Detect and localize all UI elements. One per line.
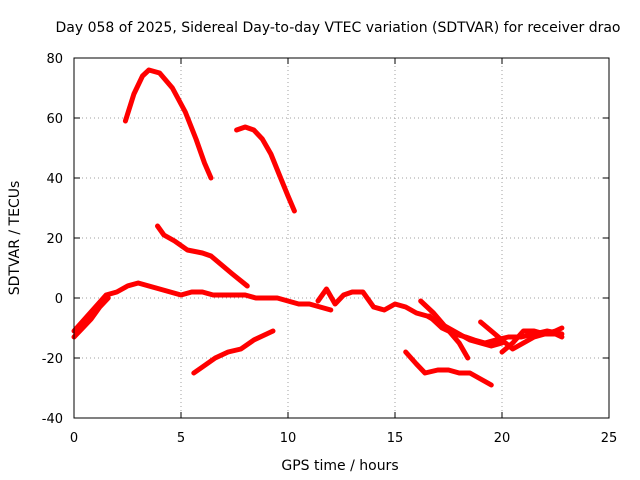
y-tick-label: -40 — [42, 412, 63, 427]
y-tick-label: -20 — [42, 352, 63, 367]
axis-ticks: 0 5 10 15 20 25 -40 -20 0 20 40 60 80 — [42, 52, 618, 446]
series-arc-3 — [155, 223, 250, 289]
x-tick-label: 25 — [601, 431, 618, 446]
series-arc-6 — [71, 295, 111, 340]
x-tick-label: 10 — [280, 431, 297, 446]
y-tick-label: 40 — [46, 172, 63, 187]
chart-title: Day 058 of 2025, Sidereal Day-to-day VTE… — [55, 20, 620, 36]
series-arc-1 — [122, 67, 214, 181]
x-axis-label: GPS time / hours — [281, 458, 398, 474]
series-arc-10 — [426, 313, 565, 346]
x-tick-label: 0 — [70, 431, 78, 446]
series-arc-4 — [191, 328, 276, 376]
y-tick-label: 0 — [55, 292, 63, 307]
y-tick-label: 80 — [46, 52, 63, 67]
series-arc-12 — [499, 325, 565, 355]
x-tick-label: 15 — [387, 431, 404, 446]
y-tick-label: 60 — [46, 112, 63, 127]
y-tick-label: 20 — [46, 232, 63, 247]
series-arc-8 — [403, 349, 494, 388]
x-tick-label: 20 — [494, 431, 511, 446]
x-tick-label: 5 — [177, 431, 185, 446]
grid-lines — [74, 58, 609, 418]
series-arc-2 — [234, 124, 297, 214]
series-arc-5 — [71, 280, 334, 334]
y-axis-label: SDTVAR / TECUs — [7, 181, 23, 296]
data-series — [71, 67, 565, 388]
